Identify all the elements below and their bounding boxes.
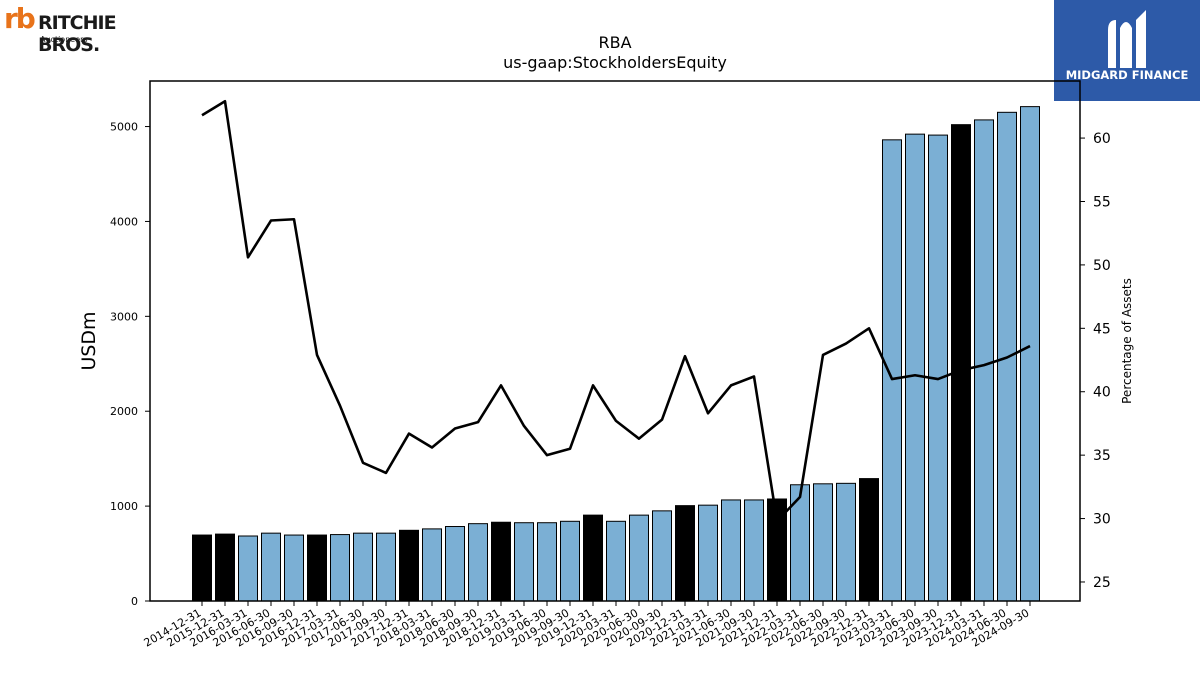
bar-2018-09-30 [468,523,488,602]
midgard-finance-wordmark: MIDGARD FINANCE [1065,68,1189,82]
bar-2023-03-31 [882,139,902,602]
bar-2019-03-31 [514,522,534,602]
midgard-logo-icon [1108,10,1146,68]
bar-2022-06-30 [813,483,833,602]
bar-2018-03-31 [422,528,442,602]
bar-2016-06-30 [261,532,281,602]
ritchie-bros-wordmark: RITCHIE BROS. [38,12,117,56]
bar-2021-03-31 [698,504,718,602]
plot-frame [149,80,1081,602]
bar-2023-09-30 [928,134,948,602]
bar-2024-09-30 [1020,106,1040,602]
y-tick-label: 1000 [110,500,138,513]
bar-2015-12-31 [215,533,235,602]
percentage-line [201,99,1031,523]
y-tick-label: 2000 [110,405,138,418]
y2-tick-label: 60 [1093,131,1111,147]
y2-tick-label: 25 [1093,575,1111,591]
bar-2017-06-30 [353,532,373,602]
bar-2021-09-30 [744,499,764,602]
line-series [201,99,1031,523]
y2-tick-label: 35 [1093,448,1111,464]
x-axis: 2014-12-312015-12-312016-03-312016-06-30… [142,601,1032,650]
bar-2016-09-30 [284,534,304,602]
bar-series [192,106,1040,602]
y-tick-label: 3000 [110,310,138,323]
bar-2017-03-31 [330,534,350,602]
y2-tick-label: 30 [1093,512,1111,528]
bar-2022-12-31 [859,478,879,602]
y2-tick-label: 50 [1093,258,1111,274]
bar-2022-09-30 [836,482,856,602]
bar-2021-06-30 [721,499,741,602]
bar-2016-12-31 [307,534,327,602]
bar-2024-03-31 [974,119,994,602]
bar-2019-09-30 [560,520,580,602]
bar-2017-12-31 [399,529,419,602]
bar-2014-12-31 [192,534,212,602]
bar-2023-12-31 [951,124,971,602]
y-tick-label: 5000 [110,121,138,134]
bar-2018-06-30 [445,526,465,602]
bar-2016-03-31 [238,535,258,602]
y2-tick-label: 45 [1093,321,1111,337]
midgard-finance-logo: MIDGARD FINANCE [1054,0,1200,101]
left-axis: 0 1000 2000 3000 4000 5000 [110,121,150,608]
bar-2018-12-31 [491,521,511,602]
y2-axis-label: Percentage of Assets [1120,278,1134,404]
bar-2019-12-31 [583,514,603,602]
ritchie-bros-logo: rb RITCHIE BROS. Auctioneers [4,2,174,57]
ritchie-bros-tagline: Auctioneers [40,35,88,44]
y-tick-label: 4000 [110,215,138,228]
rb-logo-mark: rb [4,2,36,35]
bar-2020-06-30 [629,514,649,602]
bar-2023-06-30 [905,133,925,602]
bar-2019-06-30 [537,522,557,602]
y2-tick-label: 40 [1093,385,1111,401]
chart-title: RBA [598,33,631,52]
bar-2020-12-31 [675,505,695,602]
chart-subtitle: us-gaap:StockholdersEquity [503,53,727,72]
bar-2017-09-30 [376,532,396,602]
bar-2020-03-31 [606,520,626,602]
bar-2020-09-30 [652,510,672,602]
right-axis: 25 30 35 40 45 50 55 60 [1080,131,1111,591]
y-tick-label: 0 [131,595,138,608]
y-axis-label: USDm [78,311,100,370]
y2-tick-label: 55 [1093,194,1111,210]
